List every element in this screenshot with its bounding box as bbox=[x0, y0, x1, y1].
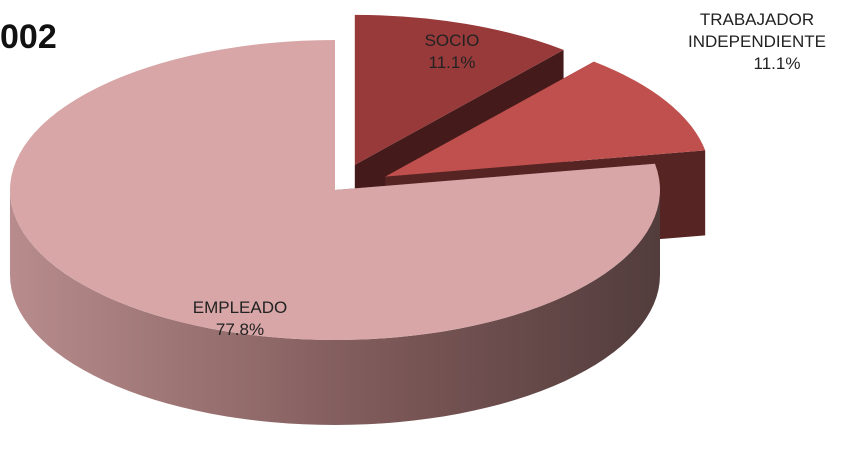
value-label: 77.8% bbox=[215, 320, 265, 339]
slice-label-group: TRABAJADOR INDEPENDIENTE 11.1% bbox=[672, 9, 842, 75]
pie-slice bbox=[10, 40, 660, 340]
slice-label-group: SOCIO 11.1% bbox=[402, 30, 502, 74]
slice-label-group: EMPLEADO 77.8% bbox=[170, 297, 310, 341]
pie-slice bbox=[385, 61, 706, 177]
value-label: 11.1% bbox=[428, 53, 476, 72]
category-label: SOCIO bbox=[424, 31, 480, 50]
slice-side bbox=[10, 190, 660, 425]
category-label: EMPLEADO bbox=[192, 298, 288, 317]
category-label: TRABAJADOR INDEPENDIENTE bbox=[688, 10, 826, 51]
pie-slice bbox=[354, 14, 564, 165]
value-label: 11.1% bbox=[753, 54, 801, 73]
chart-title: 002 bbox=[0, 18, 57, 56]
